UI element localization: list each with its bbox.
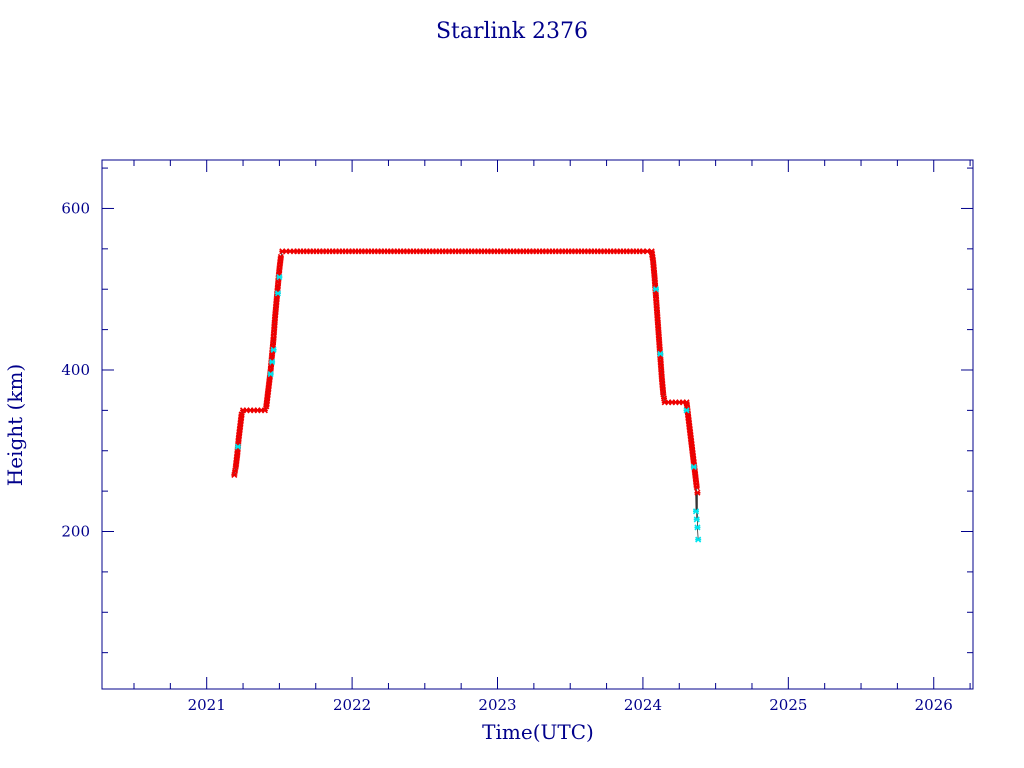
tick-labels: 2021 2022 2023 2024 2025 2026 200 400 600 — [61, 199, 952, 714]
data-markers — [231, 248, 702, 543]
primary-marker — [694, 489, 701, 496]
secondary-marker — [695, 536, 702, 543]
secondary-marker — [274, 290, 282, 297]
y-tick-label: 200 — [61, 523, 90, 541]
primary-marker — [277, 253, 284, 260]
secondary-marker — [267, 370, 274, 378]
x-tick-label: 2023 — [478, 696, 516, 714]
x-axis-label: Time(UTC) — [482, 720, 594, 744]
primary-marker — [238, 411, 245, 418]
secondary-marker — [270, 346, 277, 353]
secondary-marker — [694, 524, 701, 531]
x-tick-label: 2025 — [769, 696, 807, 714]
primary-marker — [261, 407, 268, 414]
secondary-marker — [683, 407, 690, 414]
x-tick-label: 2021 — [188, 696, 226, 714]
secondary-marker — [657, 350, 664, 357]
y-tick-label: 400 — [61, 361, 90, 379]
x-tick-label: 2022 — [333, 696, 371, 714]
y-axis-label: Height (km) — [3, 364, 27, 486]
y-tick-label: 600 — [61, 199, 90, 217]
primary-marker — [693, 484, 700, 491]
secondary-marker — [269, 358, 276, 365]
trajectory-line — [233, 250, 699, 540]
secondary-marker — [692, 508, 700, 515]
secondary-marker — [652, 286, 660, 293]
secondary-marker — [234, 443, 242, 450]
plot-area — [101, 159, 974, 690]
secondary-marker — [690, 463, 697, 470]
secondary-marker — [693, 516, 700, 523]
x-tick-label: 2026 — [915, 696, 953, 714]
axis-ticks — [102, 160, 973, 689]
trajectory-lines — [233, 250, 699, 540]
secondary-marker — [276, 274, 283, 281]
chart-title: Starlink 2376 — [436, 19, 588, 44]
x-tick-label: 2024 — [624, 696, 662, 714]
